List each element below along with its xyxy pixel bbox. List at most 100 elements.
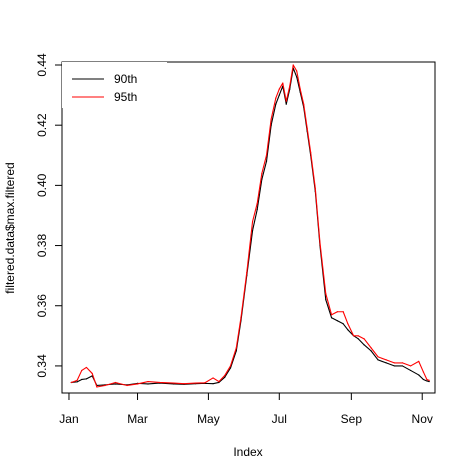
data-point-95th [70, 381, 72, 384]
data-point-95th [377, 356, 379, 358]
data-point-95th [195, 382, 197, 384]
data-point-95th [342, 311, 344, 313]
data-point-90th [278, 94, 280, 96]
data-point-95th [428, 379, 430, 381]
series-95th [70, 64, 430, 388]
data-point-90th [224, 376, 226, 378]
data-point-95th [353, 335, 355, 337]
data-point-90th [296, 76, 298, 78]
data-point-95th [325, 293, 327, 295]
data-point-90th [422, 378, 424, 381]
data-point-95th [296, 70, 298, 72]
data-point-95th [229, 365, 232, 367]
data-point-90th [385, 362, 387, 364]
data-point-95th [246, 272, 248, 274]
y-tick-label: 0.44 [35, 53, 49, 77]
data-point-90th [81, 378, 83, 381]
data-point-90th [418, 374, 420, 376]
data-point-95th [410, 365, 412, 367]
data-point-95th [270, 118, 272, 120]
data-point-90th [147, 383, 149, 385]
data-point-90th [275, 103, 277, 105]
legend-label-90th: 90th [114, 72, 137, 86]
data-point-90th [229, 367, 232, 369]
data-point-95th [265, 154, 268, 156]
data-point-95th [303, 103, 305, 105]
series-layer [70, 64, 430, 388]
data-point-90th [370, 350, 372, 352]
data-point-90th [256, 208, 258, 211]
y-tick-label: 0.42 [35, 113, 49, 137]
data-point-95th [126, 384, 128, 387]
data-point-95th [393, 362, 395, 364]
data-point-90th [325, 299, 327, 301]
data-point-90th [265, 160, 268, 162]
data-point-95th [256, 202, 258, 205]
data-point-95th [147, 380, 149, 383]
data-point-90th [428, 380, 430, 383]
x-tick-label: Mar [127, 412, 148, 426]
data-point-90th [401, 365, 404, 367]
data-point-90th [363, 344, 365, 346]
y-tick-label: 0.36 [35, 294, 49, 318]
data-point-90th [114, 383, 117, 385]
data-point-90th [426, 380, 428, 382]
data-point-95th [183, 383, 185, 385]
data-point-95th [136, 383, 139, 385]
data-point-95th [418, 360, 420, 362]
data-point-95th [114, 381, 117, 384]
data-point-90th [347, 329, 349, 331]
y-axis: 0.34 0.36 0.38 0.40 0.42 0.44 [35, 53, 63, 378]
data-point-95th [159, 381, 161, 384]
data-point-90th [336, 320, 338, 322]
data-point-95th [76, 379, 78, 381]
data-point-95th [306, 127, 308, 129]
data-point-95th [285, 100, 287, 102]
data-point-95th [310, 151, 312, 153]
data-point-95th [385, 359, 387, 361]
x-tick-label: Sep [341, 412, 363, 426]
data-point-95th [357, 335, 359, 337]
y-tick-label: 0.40 [35, 173, 49, 197]
data-point-95th [212, 377, 214, 379]
data-point-95th [104, 384, 106, 387]
data-point-95th [91, 372, 93, 375]
x-tick-label: Jul [272, 412, 287, 426]
data-point-95th [240, 317, 242, 319]
x-axis: Jan Mar May Jul Sep Nov [59, 392, 433, 426]
data-point-95th [172, 382, 175, 384]
data-point-90th [218, 381, 220, 384]
data-point-90th [212, 383, 214, 385]
data-point-90th [285, 103, 287, 105]
x-axis-label: Index [233, 445, 262, 459]
data-point-95th [81, 369, 83, 372]
data-point-95th [330, 314, 333, 316]
data-point-95th [235, 347, 237, 349]
legend: 90th 95th [62, 62, 167, 108]
data-point-95th [282, 82, 284, 84]
data-point-95th [336, 311, 338, 313]
data-point-95th [218, 380, 220, 383]
data-point-95th [251, 220, 254, 223]
data-point-95th [319, 241, 321, 244]
data-point-90th [393, 365, 395, 367]
data-point-95th [204, 382, 206, 384]
data-point-90th [85, 378, 87, 380]
data-point-90th [76, 381, 78, 383]
data-point-95th [224, 374, 226, 377]
data-point-90th [330, 317, 333, 319]
data-point-90th [377, 359, 379, 361]
data-point-95th [96, 386, 98, 388]
data-point-95th [299, 88, 301, 90]
data-point-90th [342, 323, 344, 325]
x-tick-label: Jan [59, 412, 78, 426]
legend-box [62, 62, 167, 108]
data-point-90th [410, 369, 412, 372]
y-tick-label: 0.34 [35, 354, 49, 378]
data-point-90th [357, 338, 359, 340]
data-point-90th [172, 383, 175, 385]
data-point-95th [292, 64, 294, 66]
data-point-90th [261, 178, 263, 180]
data-point-95th [314, 187, 316, 189]
